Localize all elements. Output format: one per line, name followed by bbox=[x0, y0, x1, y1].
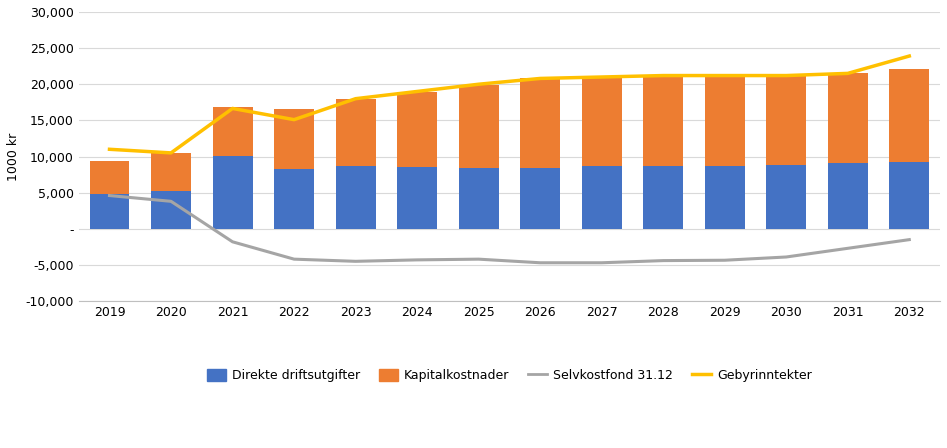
Line: Selvkostfond 31.12: Selvkostfond 31.12 bbox=[110, 195, 909, 263]
Gebyrinntekter bbox=[719, 73, 730, 78]
Line: Gebyrinntekter: Gebyrinntekter bbox=[110, 56, 909, 153]
Bar bbox=[828, 163, 867, 229]
Selvkostfond 31.12 bbox=[903, 237, 915, 242]
Selvkostfond 31.12 bbox=[473, 256, 484, 262]
Bar bbox=[151, 191, 191, 229]
Bar bbox=[90, 161, 130, 194]
Bar bbox=[212, 156, 253, 229]
Selvkostfond 31.12 bbox=[780, 254, 792, 260]
Selvkostfond 31.12 bbox=[534, 260, 545, 266]
Selvkostfond 31.12 bbox=[596, 260, 607, 266]
Gebyrinntekter bbox=[903, 53, 915, 59]
Bar bbox=[212, 108, 253, 156]
Gebyrinntekter bbox=[780, 73, 792, 78]
Bar bbox=[643, 75, 683, 166]
Bar bbox=[828, 73, 867, 163]
Legend: Direkte driftsutgifter, Kapitalkostnader, Selvkostfond 31.12, Gebyrinntekter: Direkte driftsutgifter, Kapitalkostnader… bbox=[203, 364, 816, 388]
Bar bbox=[520, 168, 561, 229]
Bar bbox=[397, 92, 438, 168]
Gebyrinntekter bbox=[166, 150, 177, 155]
Bar bbox=[335, 99, 376, 166]
Selvkostfond 31.12 bbox=[166, 198, 177, 204]
Bar bbox=[766, 165, 806, 229]
Gebyrinntekter bbox=[349, 96, 361, 101]
Selvkostfond 31.12 bbox=[227, 239, 239, 245]
Bar bbox=[581, 166, 621, 229]
Bar bbox=[458, 168, 499, 229]
Selvkostfond 31.12 bbox=[411, 257, 422, 263]
Bar bbox=[90, 194, 130, 229]
Selvkostfond 31.12 bbox=[657, 258, 669, 263]
Bar bbox=[889, 69, 929, 162]
Gebyrinntekter bbox=[411, 89, 422, 94]
Bar bbox=[766, 74, 806, 165]
Gebyrinntekter bbox=[227, 106, 239, 111]
Gebyrinntekter bbox=[534, 76, 545, 81]
Bar bbox=[643, 166, 683, 229]
Bar bbox=[151, 153, 191, 191]
Bar bbox=[335, 166, 376, 229]
Bar bbox=[889, 162, 929, 229]
Selvkostfond 31.12 bbox=[349, 258, 361, 264]
Bar bbox=[581, 76, 621, 166]
Selvkostfond 31.12 bbox=[104, 193, 116, 198]
Bar bbox=[274, 169, 314, 229]
Selvkostfond 31.12 bbox=[289, 256, 300, 262]
Bar bbox=[397, 168, 438, 229]
Bar bbox=[274, 109, 314, 169]
Gebyrinntekter bbox=[289, 117, 300, 122]
Selvkostfond 31.12 bbox=[842, 246, 853, 251]
Bar bbox=[705, 75, 744, 166]
Gebyrinntekter bbox=[842, 71, 853, 76]
Selvkostfond 31.12 bbox=[719, 258, 730, 263]
Bar bbox=[705, 166, 744, 229]
Gebyrinntekter bbox=[473, 82, 484, 87]
Gebyrinntekter bbox=[104, 146, 116, 152]
Gebyrinntekter bbox=[596, 74, 607, 80]
Y-axis label: 1000 kr: 1000 kr bbox=[7, 133, 20, 181]
Bar bbox=[458, 85, 499, 168]
Gebyrinntekter bbox=[657, 73, 669, 78]
Bar bbox=[520, 78, 561, 168]
